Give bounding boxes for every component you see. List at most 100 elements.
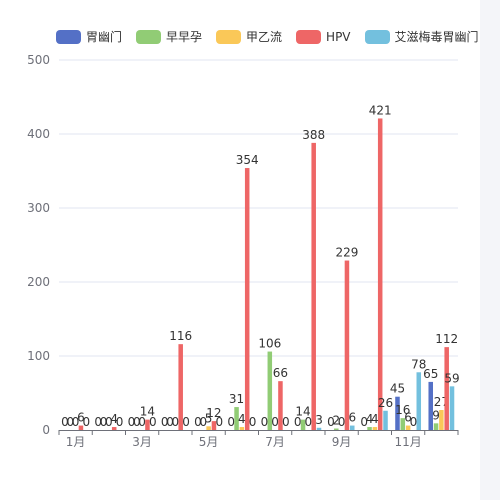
bar-value-label: 0 <box>410 415 418 429</box>
chart-card: 胃幽门 早早孕 甲乙流 HPV 艾滋梅毒胃幽门 0 100 200 300 400 500 1月 3月… <box>0 0 480 500</box>
y-tick-label: 100 <box>27 349 50 363</box>
legend-label: 甲乙流 <box>246 30 283 44</box>
bar <box>178 344 183 430</box>
legend-item[interactable]: 甲乙流 <box>216 28 282 45</box>
x-tick-label: 5月 <box>199 435 219 449</box>
bar-value-label: 0 <box>149 415 157 429</box>
bar-value-label: 14 <box>140 405 155 419</box>
bar <box>211 421 217 430</box>
legend-item[interactable]: 胃幽门 <box>56 28 122 45</box>
bar <box>372 427 378 430</box>
y-tick-label: 400 <box>27 127 50 141</box>
bar-value-label: 6 <box>404 411 412 425</box>
bar-value-label: 106 <box>258 337 281 351</box>
legend-item[interactable]: 艾滋梅毒胃幽门 <box>364 28 479 45</box>
bar-value-label: 0 <box>327 415 335 429</box>
bar <box>383 410 388 430</box>
bar-value-label: 229 <box>335 246 358 260</box>
bar-value-label: 116 <box>169 329 192 343</box>
bar-value-label: 66 <box>273 366 288 380</box>
bar-value-label: 4 <box>371 412 379 426</box>
bar-value-label: 0 <box>249 415 257 429</box>
bar-value-label: 0 <box>94 415 102 429</box>
bar-value-label: 354 <box>236 153 259 167</box>
y-tick-label: 500 <box>27 53 50 67</box>
bar-value-label: 0 <box>105 415 113 429</box>
bar <box>344 260 350 430</box>
bar-value-label: 3 <box>315 413 323 427</box>
bar-value-label: 0 <box>161 415 169 429</box>
bar-value-label: 0 <box>61 415 69 429</box>
legend-swatch <box>56 29 81 44</box>
legend-swatch <box>364 29 390 44</box>
bar-value-label: 31 <box>229 392 244 406</box>
bar <box>311 142 316 430</box>
legend-label: 艾滋梅毒胃幽门 <box>394 30 479 44</box>
legend-label: 胃幽门 <box>86 30 123 44</box>
bar-value-label: 0 <box>72 415 80 429</box>
bar <box>300 419 306 430</box>
bar-value-label: 4 <box>366 412 374 426</box>
bar <box>433 423 439 430</box>
bar <box>244 168 250 431</box>
bar-value-label: 0 <box>116 415 124 429</box>
bar-value-label: 388 <box>302 128 325 142</box>
bar-value-label: 45 <box>390 382 405 396</box>
bar-value-label: 14 <box>295 405 310 419</box>
bar-value-label: 4 <box>238 412 246 426</box>
x-tick-label: 3月 <box>132 435 152 449</box>
bar-value-label: 0 <box>227 415 235 429</box>
bar <box>334 428 339 430</box>
bar-value-label: 0 <box>128 415 136 429</box>
bar-value-label: 4 <box>110 412 118 426</box>
y-tick-label: 0 <box>42 423 50 437</box>
chart-legend: 胃幽门 早早孕 甲乙流 HPV 艾滋梅毒胃幽门 <box>56 28 479 45</box>
bar-value-label: 16 <box>395 403 410 417</box>
legend-label: 早早孕 <box>166 30 203 44</box>
legend-item[interactable]: 早早孕 <box>136 28 202 45</box>
bar-value-label: 12 <box>206 406 221 420</box>
legend-item[interactable]: HPV <box>296 29 351 44</box>
bar <box>350 425 355 430</box>
bar <box>78 425 84 430</box>
bar-value-label: 0 <box>294 415 302 429</box>
bar <box>377 118 383 431</box>
bar-value-label: 2 <box>332 414 340 428</box>
y-tick-label: 300 <box>27 201 50 215</box>
bar-value-label: 0 <box>133 415 141 429</box>
bar <box>267 351 273 430</box>
bar-value-label: 0 <box>66 415 74 429</box>
bar-value-label: 26 <box>378 396 393 410</box>
bar-value-label: 9 <box>432 408 440 422</box>
bar-value-label: 0 <box>194 415 202 429</box>
bar-value-label: 78 <box>411 357 426 371</box>
bar <box>206 426 211 430</box>
bar-value-label: 0 <box>215 415 223 429</box>
legend-label: HPV <box>326 29 351 44</box>
bar <box>428 381 433 430</box>
bar <box>400 418 406 430</box>
bar-value-label: 0 <box>282 415 290 429</box>
bar <box>367 427 372 430</box>
bar-value-label: 421 <box>369 103 392 117</box>
bar <box>239 427 245 430</box>
bar-value-label: 0 <box>182 415 190 429</box>
x-tick-label: 1月 <box>66 435 86 449</box>
bar-value-label: 59 <box>444 371 459 385</box>
x-tick-label: 9月 <box>332 435 352 449</box>
bar-value-label: 0 <box>305 415 313 429</box>
bar <box>234 407 239 430</box>
legend-swatch <box>296 29 322 44</box>
legend-swatch <box>136 29 162 44</box>
legend-swatch <box>216 29 242 44</box>
bar-value-label: 112 <box>435 332 458 346</box>
bar <box>439 410 444 430</box>
bar-value-label: 0 <box>261 415 269 429</box>
bar-value-label: 0 <box>338 415 346 429</box>
bar-value-label: 0 <box>199 415 207 429</box>
bar <box>405 425 411 430</box>
x-tick-label: 7月 <box>265 435 285 449</box>
bar <box>444 347 449 430</box>
bar <box>278 381 283 430</box>
